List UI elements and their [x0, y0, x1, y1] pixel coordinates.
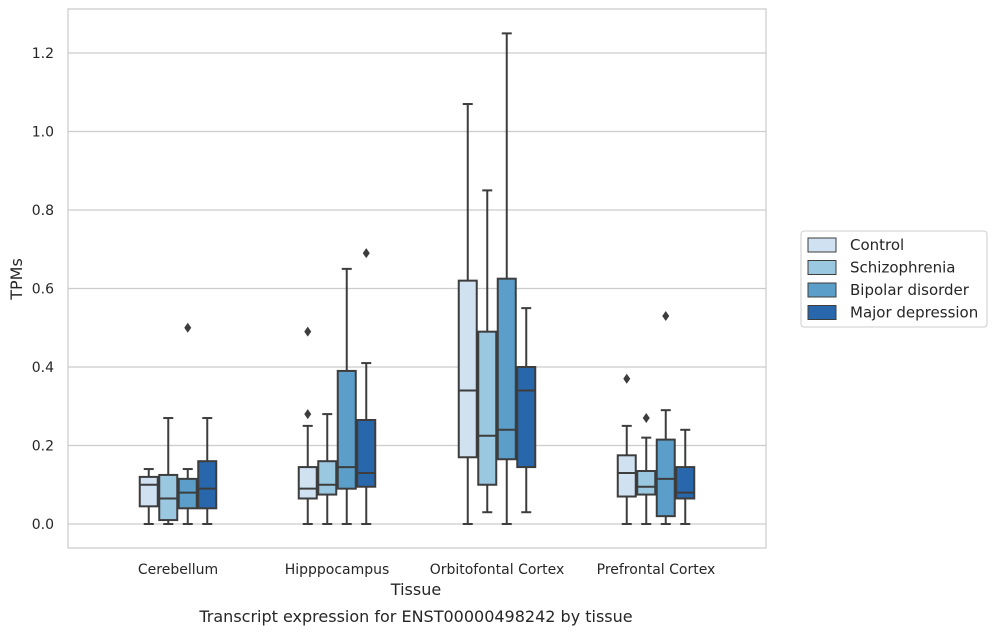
legend-label: Control [850, 236, 904, 254]
box-mark [655, 310, 676, 525]
y-tick-label: 1.2 [32, 46, 54, 62]
y-tick-label: 0.8 [32, 203, 54, 219]
series-control [138, 103, 637, 525]
grid-lines [68, 52, 766, 525]
legend-swatch [807, 237, 837, 253]
box-body [336, 369, 357, 490]
outlier-point [184, 322, 192, 333]
box-mark [516, 307, 537, 514]
box-body [477, 330, 498, 486]
series-schizophrenia [158, 189, 657, 525]
outlier-point [642, 413, 650, 424]
box-mark [675, 428, 696, 525]
box-body [297, 466, 318, 500]
plot-area [67, 8, 767, 549]
y-tick-label: 1.0 [32, 125, 54, 141]
box-mark [477, 189, 498, 514]
box-mark [158, 417, 179, 525]
box-mark [636, 413, 657, 525]
series-major-depression [197, 248, 696, 525]
y-tick-label: 0.4 [32, 360, 54, 376]
y-axis-ticks: 0.0 0.2 0.4 0.6 0.8 1.0 1.2 [32, 46, 54, 533]
box-series [138, 32, 696, 525]
x-tick-label: Hipppocampus [285, 562, 390, 578]
legend-label: Schizophrenia [850, 259, 955, 277]
box-body [675, 466, 696, 500]
box-mark [616, 373, 637, 525]
box-body [317, 460, 338, 496]
x-axis-label: Tissue [390, 580, 441, 599]
box-body [516, 366, 537, 469]
x-tick-label: Cerebellum [138, 562, 218, 578]
series-bipolar-disorder [177, 32, 676, 525]
legend-items: Control Schizophrenia Bipolar disorder Majo… [807, 236, 978, 322]
x-tick-label: Prefrontal Cortex [597, 562, 716, 578]
legend-label: Major depression [850, 304, 978, 322]
box-mark [457, 103, 478, 525]
box-mark [356, 248, 377, 525]
outlier-point [362, 248, 370, 259]
x-axis-ticks: Cerebellum Hipppocampus Orbitofontal Corte… [138, 562, 715, 578]
box-mark [297, 326, 318, 525]
y-tick-label: 0.6 [32, 282, 54, 298]
box-body [197, 460, 218, 510]
outlier-point [304, 409, 312, 420]
box-mark [177, 322, 198, 525]
legend-swatch [807, 260, 837, 275]
legend-label: Bipolar disorder [850, 281, 970, 299]
box-body [457, 279, 478, 459]
outlier-point [623, 373, 631, 384]
outlier-point [304, 326, 312, 337]
y-tick-label: 0.2 [32, 439, 54, 455]
box-mark [317, 413, 338, 525]
legend-frame [800, 230, 988, 328]
box-mark [138, 468, 159, 525]
box-mark [197, 417, 218, 525]
legend: Control Schizophrenia Bipolar disorder Majo… [800, 230, 988, 328]
x-tick-label: Orbitofontal Cortex [430, 562, 565, 578]
box-body [616, 454, 637, 498]
box-mark [336, 267, 357, 525]
outlier-point [662, 310, 670, 321]
chart-caption: Transcript expression for ENST0000049824… [198, 607, 632, 626]
y-tick-label: 0.0 [32, 517, 54, 533]
box-body [356, 418, 377, 488]
y-axis-label: TPMs [7, 258, 26, 301]
box-body [496, 277, 517, 461]
legend-swatch [807, 305, 837, 320]
box-mark [496, 32, 517, 525]
legend-swatch [807, 282, 837, 298]
box-body [636, 470, 657, 496]
box-body [138, 475, 159, 508]
